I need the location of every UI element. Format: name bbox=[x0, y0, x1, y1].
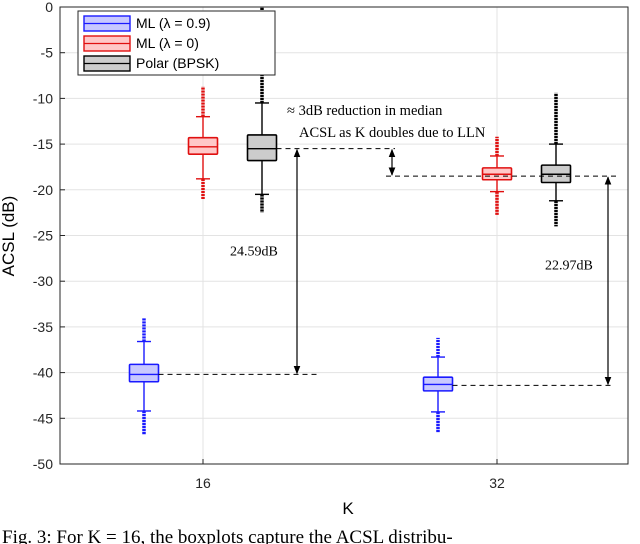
box-iqr bbox=[128, 363, 160, 383]
legend: ML (λ = 0.9) ML (λ = 0) Polar (BPSK) bbox=[77, 10, 276, 76]
grid-lines bbox=[60, 6, 628, 465]
gap-label-32: 22.97dB bbox=[545, 258, 593, 273]
y-tick-label: -35 bbox=[33, 319, 53, 335]
box-group bbox=[187, 86, 219, 199]
y-tick-label: -15 bbox=[33, 136, 53, 152]
y-tick-label: -50 bbox=[33, 456, 53, 472]
y-tick-label: -20 bbox=[33, 182, 53, 198]
legend-label-ml-09: ML (λ = 0.9) bbox=[136, 15, 211, 31]
y-axis-label: ACSL (dB) bbox=[0, 196, 18, 277]
legend-item-ml-09: ML (λ = 0.9) bbox=[83, 15, 211, 32]
x-axis-label: K bbox=[342, 499, 354, 518]
x-axis: 16 32 bbox=[195, 459, 505, 491]
y-tick-label: 0 bbox=[45, 0, 53, 15]
y-tick-label: -10 bbox=[33, 90, 53, 106]
legend-label-polar: Polar (BPSK) bbox=[136, 55, 219, 71]
chart: 24.59dB 22.97dB ≈ 3dB reduction in median A… bbox=[0, 0, 629, 518]
box-group bbox=[481, 136, 513, 216]
y-tick-label: -45 bbox=[33, 410, 53, 426]
box-group bbox=[540, 92, 572, 227]
box-group bbox=[128, 317, 160, 435]
y-tick-label: -40 bbox=[33, 365, 53, 381]
box-iqr bbox=[246, 134, 278, 162]
y-axis: 0 -5 -10 -15 -20 -25 -30 -35 -40 -45 -50 bbox=[33, 0, 65, 472]
reduction-label-line1: ≈ 3dB reduction in median bbox=[287, 103, 443, 119]
reduction-label-line2: ACSL as K doubles due to LLN bbox=[299, 125, 486, 141]
legend-label-ml-0: ML (λ = 0) bbox=[136, 35, 199, 51]
x-tick-label: 32 bbox=[489, 475, 505, 491]
annotations: 24.59dB 22.97dB ≈ 3dB reduction in median A… bbox=[158, 103, 620, 386]
figure-caption: Fig. 3: For K = 16, the boxplots capture… bbox=[2, 528, 453, 544]
gap-label-16: 24.59dB bbox=[230, 245, 278, 260]
box-iqr bbox=[187, 136, 219, 155]
legend-item-polar: Polar (BPSK) bbox=[83, 55, 219, 72]
box-group bbox=[422, 337, 454, 433]
y-tick-label: -25 bbox=[33, 228, 53, 244]
legend-item-ml-0: ML (λ = 0) bbox=[83, 35, 199, 52]
y-tick-label: -5 bbox=[41, 45, 54, 61]
x-tick-label: 16 bbox=[195, 475, 211, 491]
y-tick-label: -30 bbox=[33, 273, 53, 289]
